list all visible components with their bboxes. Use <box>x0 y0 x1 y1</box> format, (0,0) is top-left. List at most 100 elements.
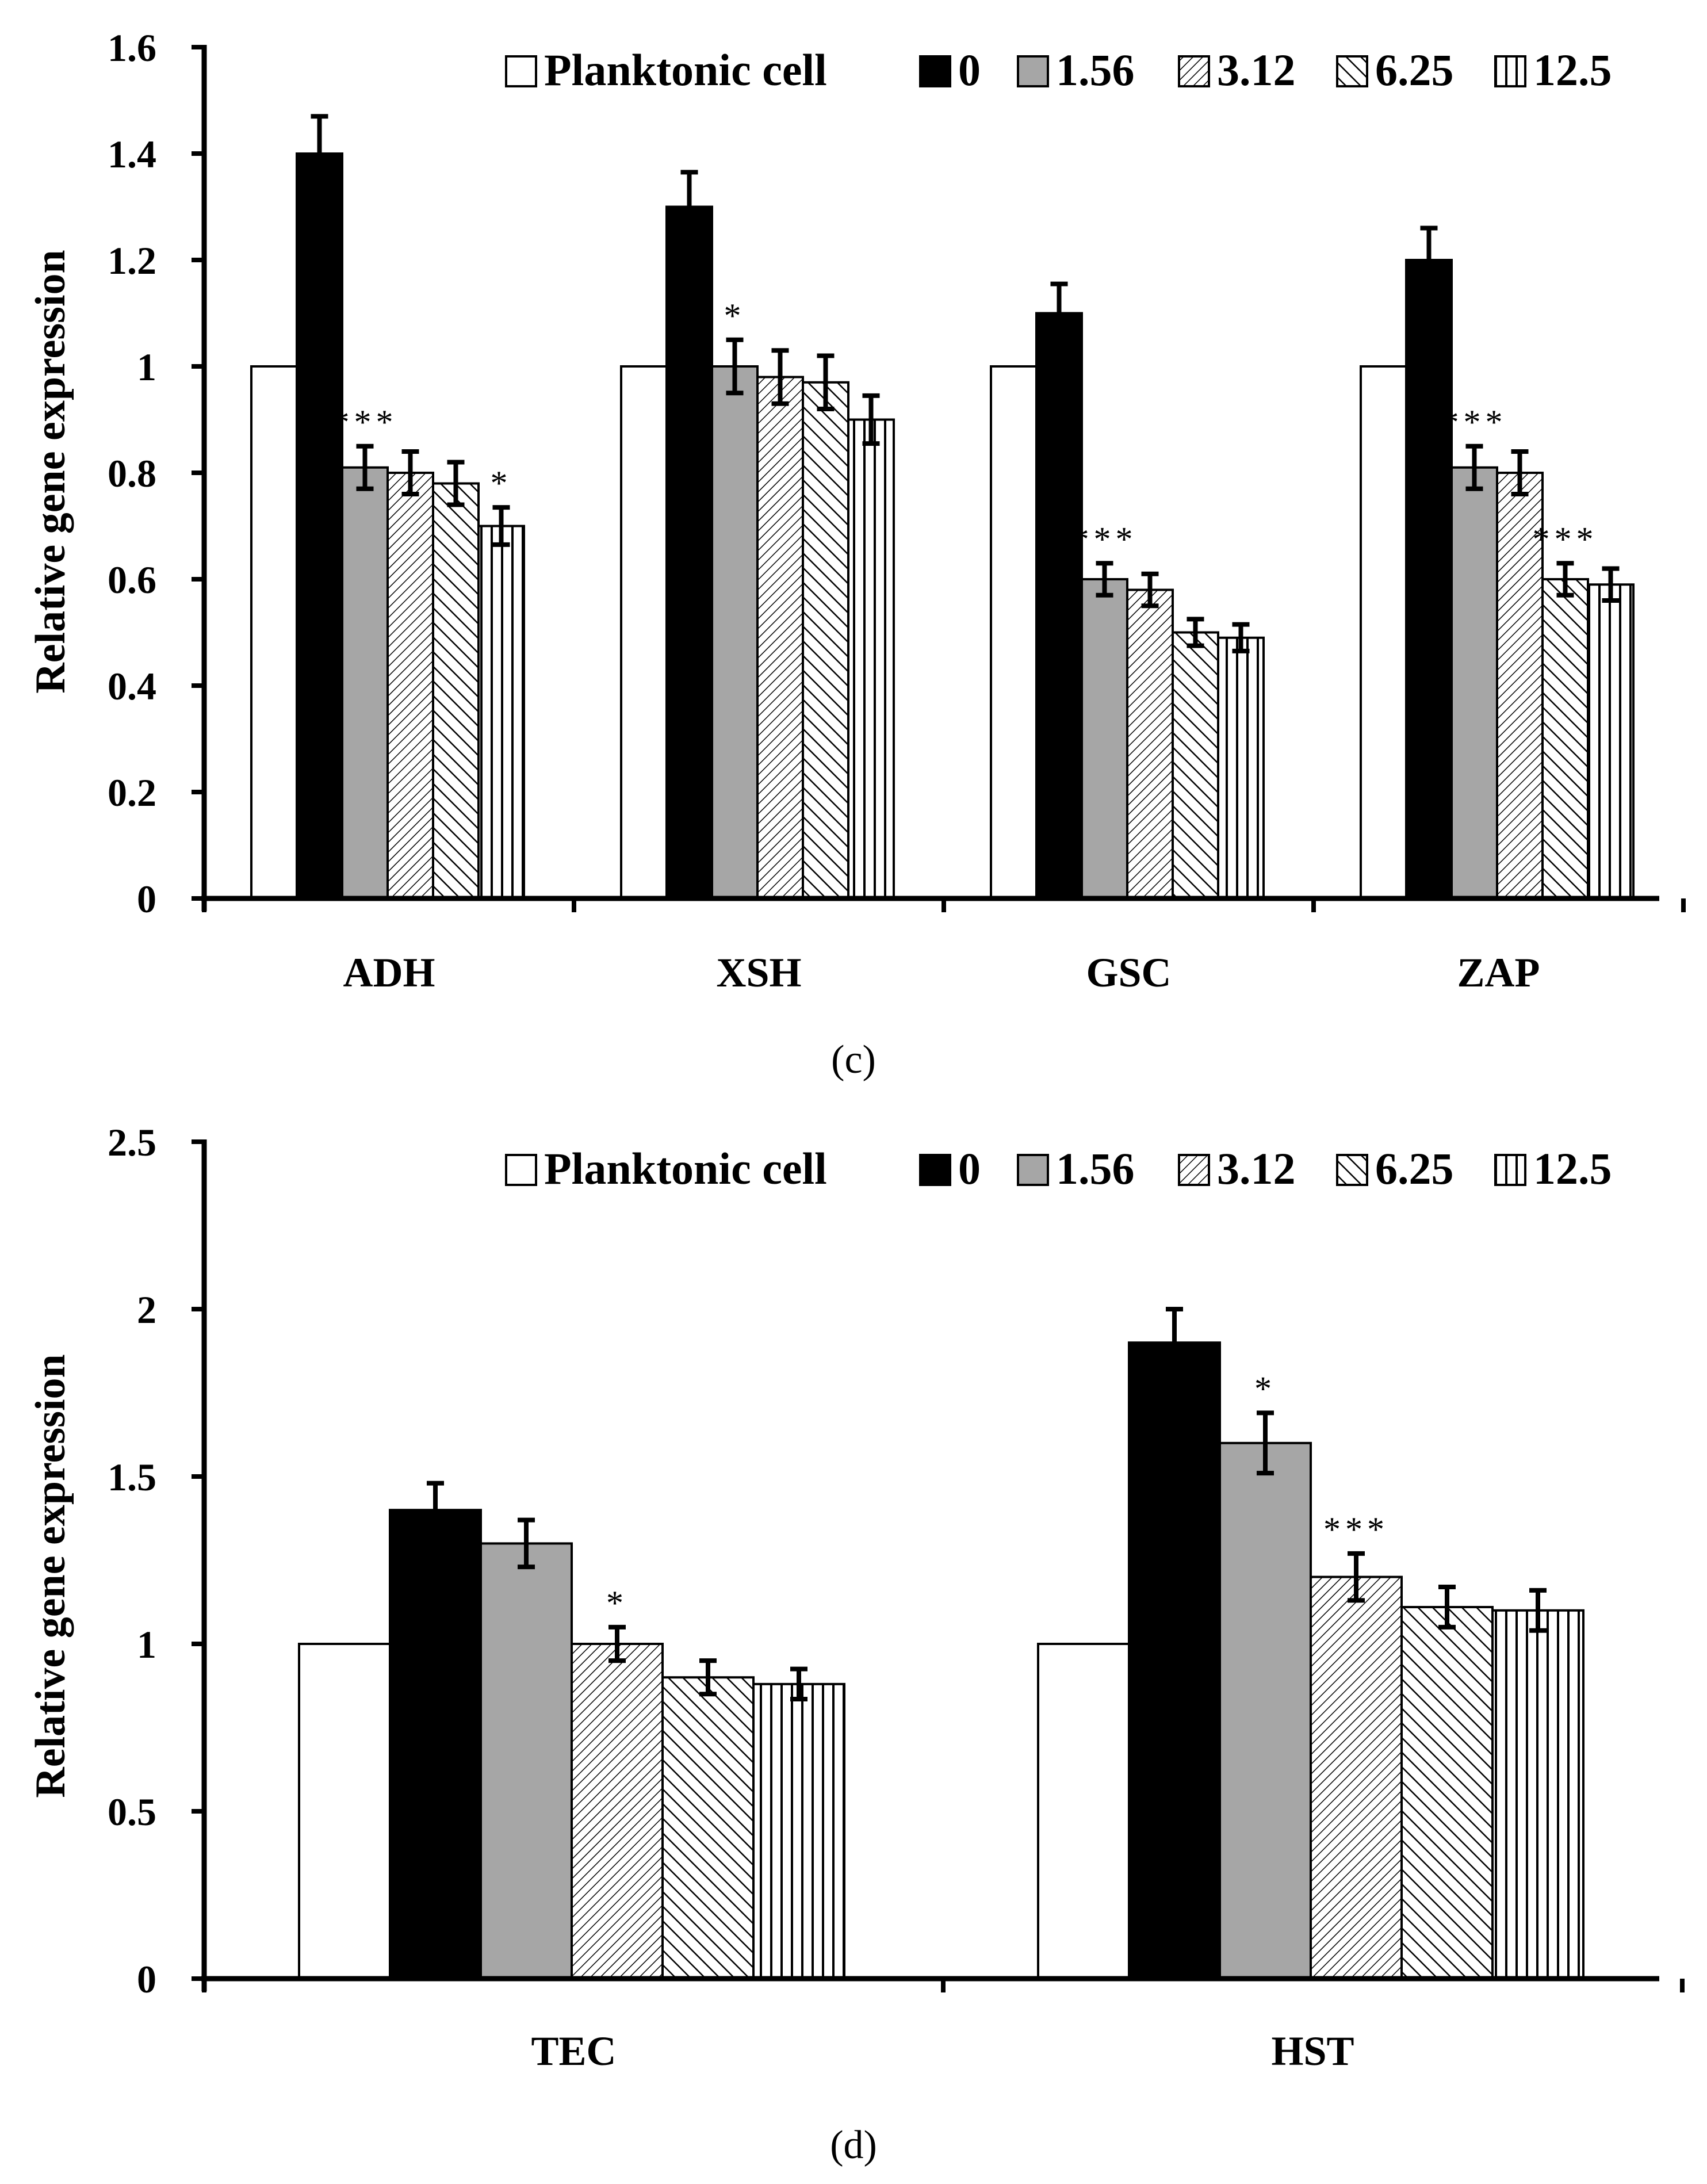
legend-label-12-5: 12.5 <box>1533 45 1612 95</box>
y-tick-label: 1.5 <box>108 1455 156 1499</box>
panel-label: (d) <box>830 2123 877 2167</box>
plot-area: **************00.20.40.60.811.21.41.6ADH… <box>108 26 1686 996</box>
bar-zap-12-5 <box>1587 583 1635 900</box>
legend-swatch-12-5 <box>1494 55 1526 87</box>
significance-marker: * <box>491 464 512 502</box>
bar-zap-0 <box>1405 259 1453 900</box>
significance-marker: * <box>1254 1370 1276 1407</box>
y-tick-label: 0 <box>137 1957 156 2001</box>
legend-swatch-0 <box>919 55 951 87</box>
bar-tec-planktonic-cell <box>298 1643 391 1980</box>
category-label-adh: ADH <box>343 950 435 996</box>
bar-gsc-planktonic-cell <box>990 365 1038 900</box>
bar-hst-planktonic-cell <box>1037 1643 1130 1980</box>
chart-panel-d: Relative gene expression Planktonic cell… <box>27 1120 1685 2167</box>
bar-xsh-planktonic-cell <box>620 365 668 900</box>
legend-swatch-1-56 <box>1017 55 1049 87</box>
legend-label-6-25: 6.25 <box>1375 1143 1454 1194</box>
bar-adh-1-56 <box>341 466 389 900</box>
bar-tec-0 <box>389 1509 482 1980</box>
bar-adh-planktonic-cell <box>250 365 298 900</box>
y-tick-label: 0.8 <box>108 452 156 495</box>
legend-label-planktonic-cell: Planktonic cell <box>544 1143 827 1194</box>
legend-label-12-5: 12.5 <box>1533 1143 1612 1194</box>
bar-tec-3-12 <box>571 1643 664 1980</box>
legend-swatch-3-12 <box>1178 1154 1210 1186</box>
bar-xsh-1-56 <box>711 365 759 900</box>
y-tick-label: 0.5 <box>108 1790 156 1834</box>
legend-swatch-planktonic-cell <box>505 55 537 87</box>
legend-label-0: 0 <box>958 1143 981 1194</box>
legend-swatch-12-5 <box>1494 1154 1526 1186</box>
bar-gsc-12-5 <box>1217 636 1265 900</box>
bar-tec-1-56 <box>480 1542 573 1980</box>
y-tick-label: 2 <box>137 1288 156 1332</box>
legend-label-6-25: 6.25 <box>1375 45 1454 95</box>
bar-hst-6-25 <box>1400 1605 1494 1980</box>
y-tick-label: 0.4 <box>108 664 156 708</box>
significance-marker: *** <box>1442 403 1507 441</box>
y-tick-label: 1.2 <box>108 239 156 282</box>
bar-xsh-12-5 <box>847 418 895 900</box>
legend-label-0: 0 <box>958 45 981 95</box>
bar-hst-1-56 <box>1219 1441 1312 1980</box>
y-tick-label: 1 <box>137 345 156 389</box>
legend-swatch-planktonic-cell <box>505 1154 537 1186</box>
significance-marker: * <box>606 1584 628 1622</box>
category-label-xsh: XSH <box>716 950 801 996</box>
significance-marker: * <box>724 297 746 335</box>
legend-label-3-12: 3.12 <box>1217 1143 1296 1194</box>
bar-zap-planktonic-cell <box>1360 365 1407 900</box>
bar-tec-6-25 <box>661 1676 755 1980</box>
y-tick-label: 2.5 <box>108 1120 156 1164</box>
legend: Planktonic cell 0 1.56 3.12 6.25 12.5 <box>505 1143 1612 1194</box>
significance-marker: *** <box>1072 520 1138 558</box>
bar-zap-1-56 <box>1450 466 1498 900</box>
legend-label-1-56: 1.56 <box>1056 45 1135 95</box>
bar-xsh-0 <box>665 205 713 900</box>
bar-gsc-0 <box>1035 312 1083 900</box>
legend-swatch-6-25 <box>1336 55 1368 87</box>
legend-swatch-1-56 <box>1017 1154 1049 1186</box>
bar-gsc-1-56 <box>1081 578 1128 900</box>
bar-gsc-6-25 <box>1172 631 1219 900</box>
significance-marker: *** <box>1533 520 1598 558</box>
panel-label: (c) <box>831 1038 876 1082</box>
y-tick-label: 1 <box>137 1623 156 1666</box>
bar-xsh-3-12 <box>756 376 804 900</box>
bar-hst-12-5 <box>1491 1609 1584 1980</box>
bar-zap-6-25 <box>1541 578 1589 900</box>
category-label-tec: TEC <box>531 2028 616 2074</box>
bar-gsc-3-12 <box>1126 588 1174 900</box>
bar-adh-6-25 <box>432 482 480 900</box>
legend-swatch-3-12 <box>1178 55 1210 87</box>
bar-xsh-6-25 <box>802 381 849 900</box>
y-tick-label: 0.6 <box>108 558 156 602</box>
legend-label-1-56: 1.56 <box>1056 1143 1135 1194</box>
y-tick-label: 0.2 <box>108 771 156 814</box>
category-label-hst: HST <box>1271 2028 1354 2074</box>
category-label-zap: ZAP <box>1457 950 1540 996</box>
significance-marker: *** <box>332 403 398 441</box>
chart-panel-c: Relative gene expression Planktonic cell… <box>27 26 1686 1082</box>
legend-swatch-6-25 <box>1336 1154 1368 1186</box>
bar-hst-0 <box>1128 1341 1221 1980</box>
bar-hst-3-12 <box>1310 1575 1403 1980</box>
bar-adh-0 <box>296 152 343 900</box>
legend-label-planktonic-cell: Planktonic cell <box>544 45 827 95</box>
y-tick-label: 0 <box>137 877 156 921</box>
bar-adh-12-5 <box>477 525 525 900</box>
significance-marker: *** <box>1323 1510 1389 1548</box>
y-axis-label: Relative gene expression <box>27 1354 74 1797</box>
y-axis-label: Relative gene expression <box>27 250 74 693</box>
bar-zap-3-12 <box>1496 472 1544 900</box>
legend-label-3-12: 3.12 <box>1217 45 1296 95</box>
y-tick-label: 1.6 <box>108 26 156 70</box>
category-label-gsc: GSC <box>1086 950 1171 996</box>
legend: Planktonic cell 0 1.56 3.12 6.25 12.5 <box>505 45 1612 95</box>
y-tick-label: 1.4 <box>108 132 156 176</box>
legend-swatch-0 <box>919 1154 951 1186</box>
bar-adh-3-12 <box>386 472 434 900</box>
